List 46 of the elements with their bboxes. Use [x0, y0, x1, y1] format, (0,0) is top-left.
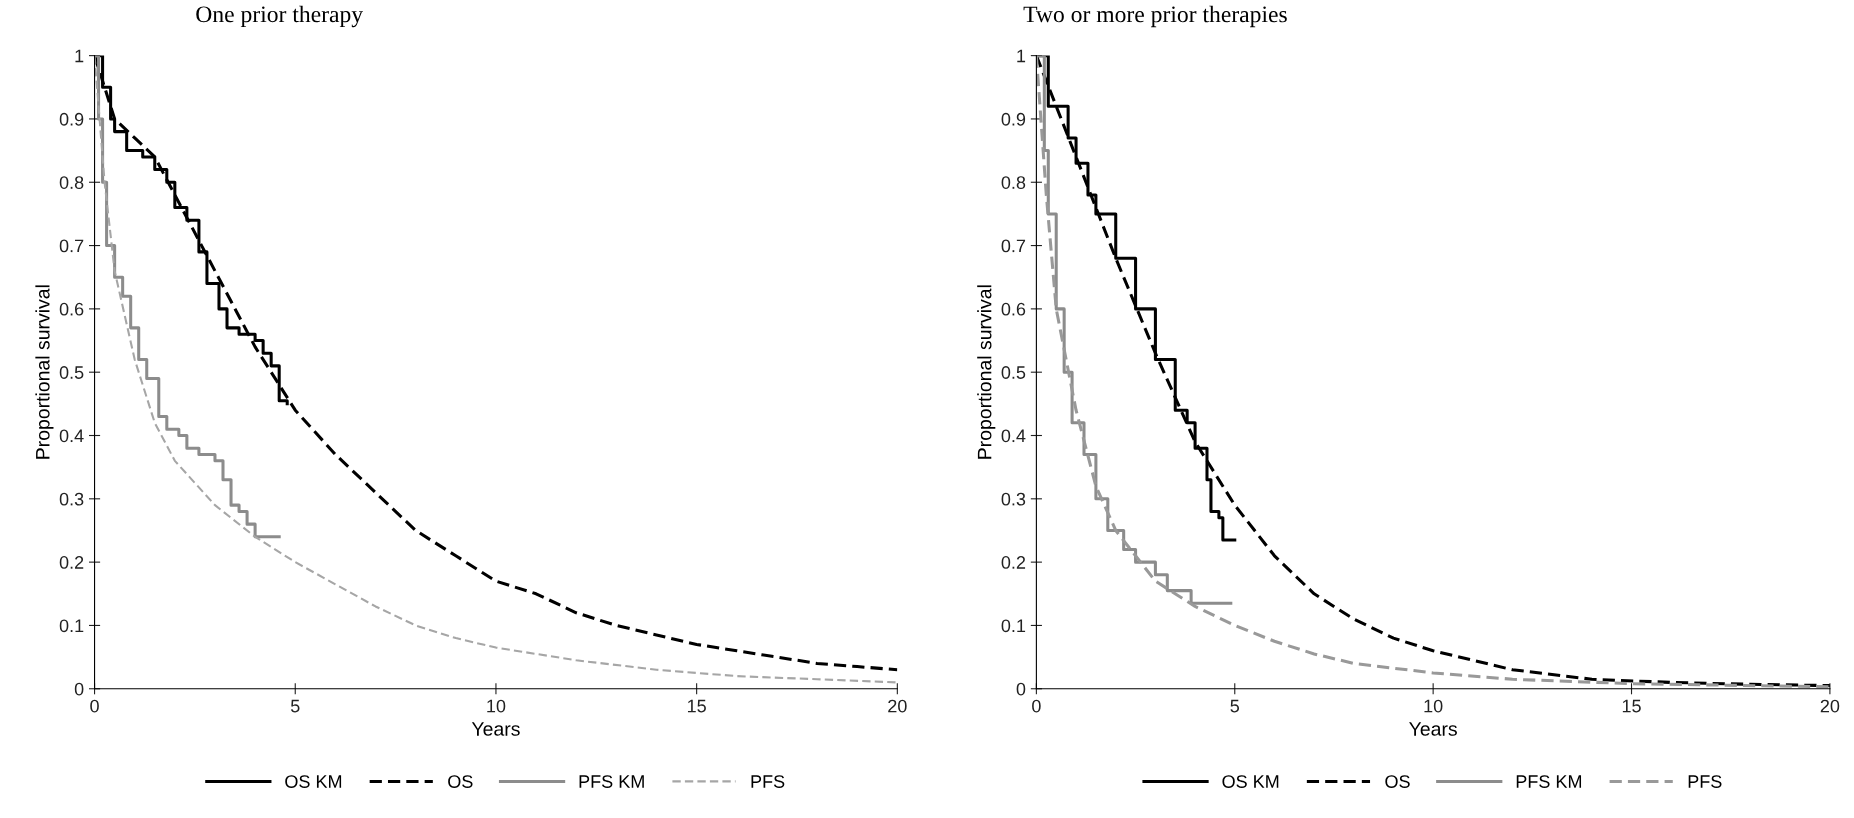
y-tick-label: 0.6 — [1001, 302, 1026, 316]
y-tick-label: 0.5 — [1001, 366, 1026, 379]
x-axis-title: Years — [1409, 722, 1457, 736]
x-tick-label: 10 — [487, 699, 506, 713]
chart-title: Two or more prior therapies — [1023, 5, 1287, 28]
legend-label: OS — [448, 775, 473, 788]
y-tick-label: 1 — [1017, 49, 1026, 63]
x-tick-label: 20 — [888, 699, 907, 713]
x-tick-label: 0 — [1032, 699, 1041, 713]
x-tick-label: 5 — [290, 699, 300, 713]
legend-label: PFS — [751, 775, 785, 788]
y-tick-label: 0.1 — [59, 619, 84, 633]
y-tick-label: 0.5 — [59, 366, 84, 379]
legend-label: OS KM — [285, 775, 342, 788]
y-tick-label: 0.9 — [59, 112, 84, 126]
chart-title: One prior therapy — [196, 5, 364, 28]
legend-label: PFS — [1688, 775, 1722, 788]
legend-label: PFS KM — [579, 775, 644, 788]
legend-label: OS — [1385, 775, 1410, 788]
y-tick-label: 0.2 — [1001, 556, 1026, 569]
y-tick-label: 0.2 — [59, 556, 84, 569]
y-tick-label: 0.7 — [1001, 239, 1026, 253]
x-tick-label: 15 — [687, 699, 706, 713]
y-tick-label: 0.8 — [1001, 176, 1026, 189]
x-tick-label: 10 — [1424, 699, 1443, 713]
x-tick-label: 5 — [1230, 699, 1240, 713]
y-tick-label: 0.4 — [59, 429, 84, 443]
y-tick-label: 0.4 — [1001, 429, 1026, 443]
y-tick-label: 0 — [1016, 682, 1026, 696]
legend-label: OS KM — [1222, 775, 1279, 788]
y-tick-label: 0.7 — [59, 239, 84, 253]
legend-label: PFS KM — [1516, 775, 1582, 788]
y-tick-label: 0.3 — [1001, 492, 1026, 506]
y-tick-label: 0.6 — [59, 302, 84, 316]
y-tick-label: 0.1 — [1001, 619, 1026, 633]
y-tick-label: 0.3 — [59, 492, 84, 506]
x-axis-title: Years — [471, 722, 520, 736]
x-tick-label: 20 — [1820, 699, 1840, 713]
y-tick-label: 1 — [75, 49, 84, 63]
x-tick-label: 15 — [1622, 699, 1641, 713]
y-tick-label: 0.9 — [1001, 112, 1026, 126]
y-tick-label: 0 — [74, 682, 84, 696]
y-axis-title: Proportional survival — [35, 285, 54, 459]
x-tick-label: 0 — [90, 699, 99, 713]
y-axis-title: Proportional survival — [977, 285, 996, 459]
y-tick-label: 0.8 — [59, 176, 84, 189]
